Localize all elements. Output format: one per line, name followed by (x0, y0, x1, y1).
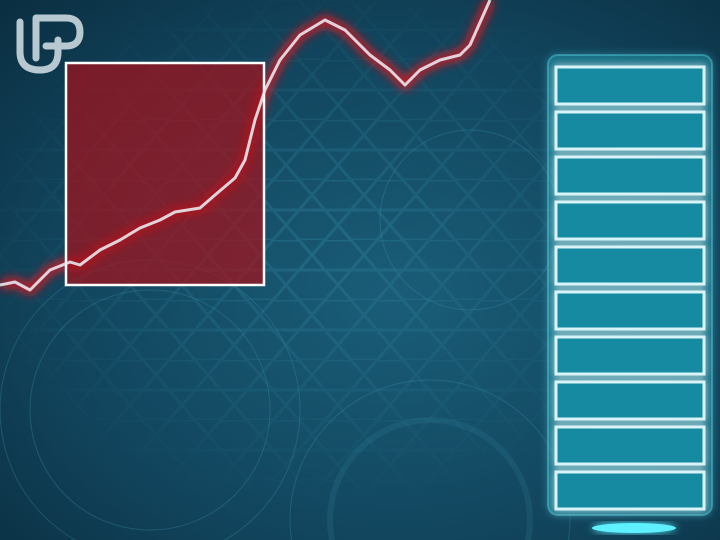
level-bar (554, 425, 706, 466)
level-bar (554, 335, 706, 376)
level-bar (554, 290, 706, 331)
logo-p (32, 14, 84, 62)
level-bar (554, 470, 706, 511)
level-bar (554, 65, 706, 106)
trend-line (0, 0, 492, 292)
highlight-box (64, 61, 266, 287)
level-bar (554, 155, 706, 196)
level-bar (554, 200, 706, 241)
panel-base-glow (592, 523, 676, 533)
level-bar (554, 380, 706, 421)
level-panel (547, 54, 713, 533)
logo (16, 14, 84, 74)
logo-u (16, 18, 62, 74)
level-bar (554, 110, 706, 151)
level-bar (554, 245, 706, 286)
